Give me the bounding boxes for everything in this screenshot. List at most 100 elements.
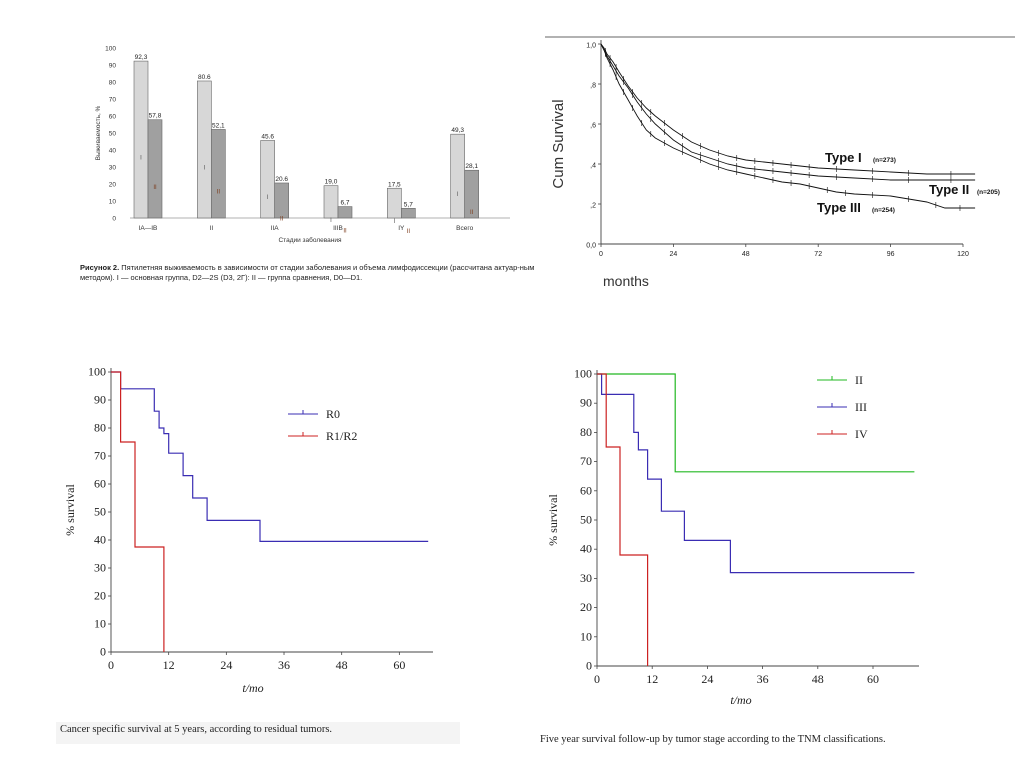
series-label: Type I [825, 150, 862, 165]
y-axis-label: Выживаемость, % [95, 105, 102, 160]
bar-mark-label: I [393, 219, 395, 225]
bar [197, 80, 212, 219]
y-tick-label: ,4 [590, 163, 596, 170]
survival-curve [111, 371, 165, 652]
bar-mark-label: I [330, 218, 332, 224]
x-tick-label: IIA [271, 225, 280, 232]
y-tick-label: 10 [580, 629, 592, 643]
bar-mark-label: II [280, 216, 284, 222]
y-tick-label: 20 [109, 182, 117, 189]
x-axis-label: t/mo [730, 693, 751, 707]
y-tick-label: 60 [580, 483, 592, 497]
bar-mark-label: II [217, 190, 221, 196]
bar-chart: 0 10 20 30 40 50 60 70 80 90 100 Выживаемость, % 92,… [95, 46, 510, 244]
survival-curve [600, 43, 976, 175]
y-axis-label: % survival [546, 494, 560, 546]
y-tick-label: 20 [580, 600, 592, 614]
y-tick-label: 70 [580, 454, 592, 468]
km-stage-caption: Five year survival follow-up by tumor st… [540, 734, 886, 745]
survival-curve [111, 371, 429, 542]
bar-value-label: 5,7 [404, 201, 413, 208]
y-tick-label: 90 [580, 396, 592, 410]
bar [323, 185, 339, 219]
x-axis-label: t/mo [242, 681, 263, 695]
y-tick-label: ,6 [590, 123, 596, 130]
bar-value-label: 6,7 [340, 200, 349, 207]
x-tick-label: 120 [957, 251, 969, 258]
bar [387, 187, 402, 219]
bar-mark-label: II [470, 210, 474, 216]
y-tick-label: 10 [109, 199, 117, 206]
bar-mark-label: I [140, 156, 142, 162]
y-tick-label: ,2 [590, 203, 596, 210]
x-tick-label: 0 [108, 658, 114, 672]
y-tick-label: 30 [580, 571, 592, 585]
series-n-label: (n=254) [872, 207, 895, 214]
bar-value-label: 80.6 [198, 74, 211, 81]
bar-value-label: 19,0 [325, 179, 338, 186]
y-tick-label: 100 [105, 46, 116, 53]
y-axis-label: Cum Survival [550, 99, 567, 188]
bar-value-label: 45.6 [261, 133, 274, 140]
y-tick-label: 80 [109, 80, 117, 87]
series-n-label: (n=205) [977, 189, 1000, 196]
bar [401, 208, 416, 219]
x-tick-label: 0 [599, 251, 603, 258]
km-residual-caption: Cancer specific survival at 5 years, acc… [56, 722, 460, 744]
y-tick-label: 40 [580, 542, 592, 556]
y-tick-label: 0 [112, 216, 116, 223]
km-stage-panel: 0 10 20 30 40 50 60 70 80 90 100 0 12 24 36 48 60 % survi… [535, 360, 965, 755]
km-type-chart: 0,0 ,2 ,4 ,6 ,8 1,0 0 24 48 72 96 120 Cum Survival mo… [545, 36, 1015, 289]
y-tick-label: 80 [580, 425, 592, 439]
bar [211, 129, 226, 219]
bar-value-label: 20.6 [275, 176, 288, 183]
y-tick-label: 50 [109, 131, 117, 138]
x-tick-label: 0 [594, 672, 600, 686]
legend-label: IV [855, 427, 868, 441]
y-tick-label: 30 [94, 561, 106, 575]
survival-curve [597, 373, 915, 574]
y-tick-label: 70 [94, 449, 106, 463]
x-tick-label: IA—IB [139, 225, 158, 232]
legend-label: III [855, 400, 867, 414]
y-tick-label: 60 [109, 114, 117, 121]
bar [260, 140, 275, 219]
x-tick-label: 36 [278, 658, 290, 672]
survival-curve [597, 373, 649, 666]
x-tick-label: 60 [393, 658, 405, 672]
x-tick-label: 48 [812, 672, 824, 686]
x-tick-label: 24 [701, 672, 713, 686]
bar-value-label: 57,8 [149, 113, 162, 120]
x-tick-label: 60 [867, 672, 879, 686]
x-axis-label: Стадии заболевания [278, 236, 341, 244]
bar-mark-label: II [343, 228, 347, 234]
bar-chart-panel: 0 10 20 30 40 50 60 70 80 90 100 Выживаемость, % 92,… [80, 38, 550, 290]
bar-caption-lead: Рисунок 2. [80, 263, 120, 272]
y-tick-label: 30 [109, 165, 117, 172]
y-tick-label: 1,0 [586, 43, 596, 50]
y-tick-label: 0 [100, 645, 106, 659]
y-tick-label: 70 [109, 97, 117, 104]
bar-caption-body: Пятилетняя выживаемость в зависимости от… [80, 263, 535, 282]
series-n-label: (n=273) [873, 157, 896, 164]
series-label: Type III [817, 200, 861, 215]
x-tick-label: 72 [814, 251, 822, 258]
x-tick-label: II [210, 225, 214, 232]
y-tick-label: 0 [586, 659, 592, 673]
legend-label: R0 [326, 407, 340, 421]
x-tick-label: 12 [163, 658, 175, 672]
x-tick-label: Всего [456, 225, 473, 232]
legend-label: R1/R2 [326, 429, 357, 443]
y-tick-label: 80 [94, 421, 106, 435]
bar-value-label: 17,5 [388, 181, 401, 188]
y-tick-label: 20 [94, 589, 106, 603]
km-stage-chart: 0 10 20 30 40 50 60 70 80 90 100 0 12 24 36 48 60 % survi… [546, 367, 919, 707]
survival-curve [597, 373, 915, 473]
y-tick-label: 50 [94, 505, 106, 519]
bar-mark-label: I [457, 192, 459, 198]
y-tick-label: 100 [88, 365, 106, 379]
bar-value-label: 49,3 [451, 127, 464, 134]
x-tick-label: 48 [742, 251, 750, 258]
bar [147, 119, 163, 219]
bar [133, 60, 149, 219]
